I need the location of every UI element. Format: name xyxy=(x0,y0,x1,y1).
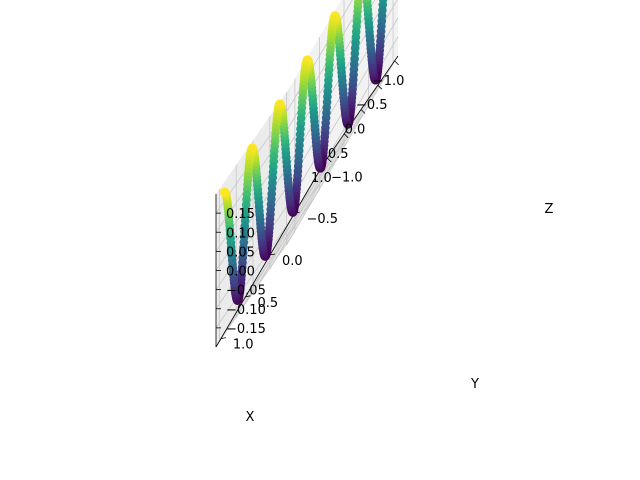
tick-labels: −1.0−0.50.00.51.0 −1.0−0.50.00.51.0−0.15−… xyxy=(226,74,404,353)
z-tick-label: −0.05 xyxy=(226,284,266,299)
tick-mark xyxy=(343,133,349,139)
tick-mark xyxy=(360,109,366,114)
tick-mark xyxy=(327,157,332,163)
z-axis-label: Z xyxy=(545,202,554,217)
tick-mark xyxy=(220,337,226,340)
z-tick-label: −0.10 xyxy=(226,303,266,318)
z-tick-label: −0.15 xyxy=(226,322,266,337)
x-axis-label: X xyxy=(246,410,255,425)
x-tick-label: −1.0 xyxy=(373,74,405,89)
grid-line xyxy=(220,231,296,339)
grid-line xyxy=(289,0,364,126)
y-tick-label: 0.0 xyxy=(282,254,303,269)
y-tick-label: −0.5 xyxy=(307,212,339,227)
y-tick-label: −1.0 xyxy=(331,170,363,185)
x-tick-label: −0.5 xyxy=(356,98,388,113)
z-tick-label: 0.05 xyxy=(226,245,255,260)
grid-line xyxy=(294,105,369,214)
grid-line xyxy=(215,182,291,290)
grid-line xyxy=(318,64,394,172)
z-tick-label: 0.15 xyxy=(226,207,255,222)
tick-mark xyxy=(394,60,399,66)
y-tick-label: 1.0 xyxy=(233,338,254,353)
tick-mark xyxy=(269,253,276,256)
tick-mark xyxy=(377,84,383,90)
grid-line xyxy=(245,189,320,298)
scatter-point xyxy=(362,0,371,3)
scatter-point xyxy=(220,187,229,197)
z-tick-label: 0.00 xyxy=(226,265,255,280)
x-tick-label: 1.0 xyxy=(311,171,332,186)
x-tick-label: 0.5 xyxy=(328,147,349,162)
scatter-points xyxy=(220,0,388,305)
y-tick-label: 0.5 xyxy=(258,296,279,311)
grid-line xyxy=(269,147,345,256)
tick-mark xyxy=(245,295,251,298)
x-tick-label: 0.0 xyxy=(345,123,366,138)
grid-line xyxy=(215,201,291,309)
y-axis-label: Y xyxy=(470,377,479,392)
grid-line xyxy=(215,220,291,329)
z-tick-label: 0.10 xyxy=(226,226,255,241)
